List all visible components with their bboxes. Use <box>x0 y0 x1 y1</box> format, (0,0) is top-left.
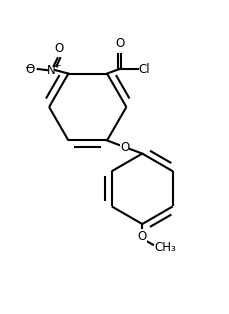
Text: O: O <box>25 62 35 75</box>
Text: +: + <box>53 61 60 70</box>
Text: N: N <box>47 64 55 77</box>
Text: O: O <box>55 42 64 55</box>
Text: O: O <box>114 37 124 50</box>
Text: Cl: Cl <box>138 62 150 75</box>
Text: O: O <box>137 230 146 243</box>
Text: CH₃: CH₃ <box>154 241 176 254</box>
Text: O: O <box>120 141 129 154</box>
Text: −: − <box>25 63 34 73</box>
